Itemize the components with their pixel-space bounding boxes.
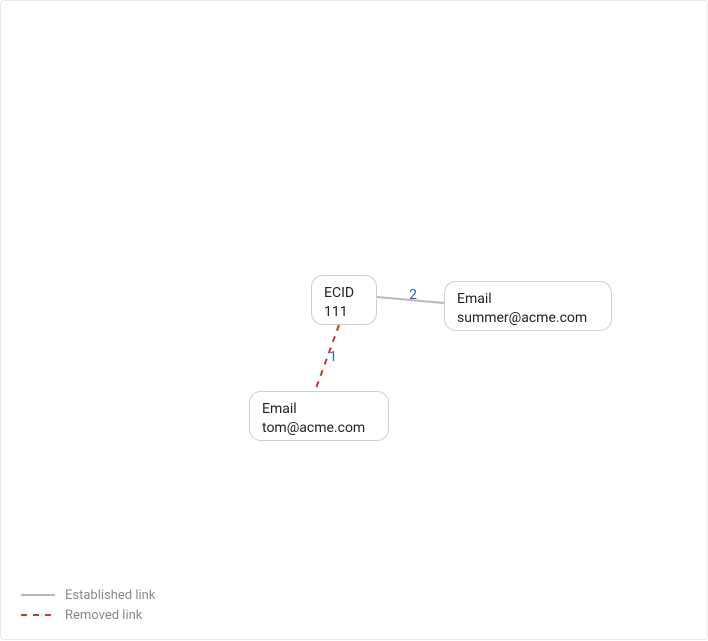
legend-item-removed: Removed link bbox=[21, 605, 155, 625]
edge-ecid-tom bbox=[315, 325, 339, 391]
node-tom-type: Email bbox=[262, 400, 376, 419]
legend-label-removed: Removed link bbox=[65, 608, 142, 623]
edge-label-1: 1 bbox=[329, 349, 337, 365]
node-tom-value: tom@acme.com bbox=[262, 419, 376, 438]
node-ecid-type: ECID bbox=[324, 284, 364, 303]
edge-ecid-summer bbox=[377, 297, 444, 303]
node-email-summer: Email summer@acme.com bbox=[444, 281, 612, 331]
diagram-canvas: 2 1 ECID 111 Email summer@acme.com Email… bbox=[0, 0, 708, 640]
node-summer-value: summer@acme.com bbox=[457, 309, 599, 328]
node-ecid-value: 111 bbox=[324, 303, 364, 322]
legend-swatch-established bbox=[21, 588, 55, 603]
edge-label-2: 2 bbox=[409, 287, 417, 303]
node-email-tom: Email tom@acme.com bbox=[249, 391, 389, 441]
node-summer-type: Email bbox=[457, 290, 599, 309]
legend-label-established: Established link bbox=[65, 588, 155, 603]
legend-swatch-removed bbox=[21, 608, 55, 623]
legend: Established link Removed link bbox=[21, 585, 155, 625]
legend-item-established: Established link bbox=[21, 585, 155, 605]
node-ecid: ECID 111 bbox=[311, 275, 377, 325]
